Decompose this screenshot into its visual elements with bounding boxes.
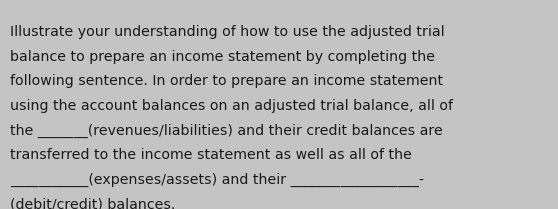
Text: ___________(expenses/assets) and their __________________-: ___________(expenses/assets) and their _… <box>10 173 424 187</box>
Text: transferred to the income statement as well as all of the: transferred to the income statement as w… <box>10 148 412 162</box>
Text: using the account balances on an adjusted trial balance, all of: using the account balances on an adjuste… <box>10 99 453 113</box>
Text: balance to prepare an income statement by completing the: balance to prepare an income statement b… <box>10 50 435 64</box>
Text: Illustrate your understanding of how to use the adjusted trial: Illustrate your understanding of how to … <box>10 25 445 39</box>
Text: (debit/credit) balances.: (debit/credit) balances. <box>10 198 175 209</box>
Text: the _______(revenues/liabilities) and their credit balances are: the _______(revenues/liabilities) and th… <box>10 124 443 138</box>
Text: following sentence. In order to prepare an income statement: following sentence. In order to prepare … <box>10 74 443 88</box>
